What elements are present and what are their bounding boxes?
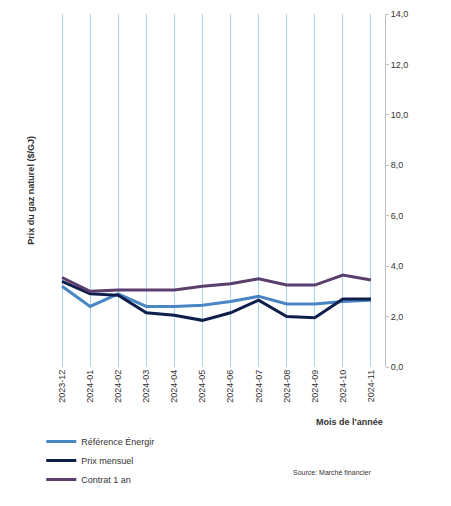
svg-text:6,0: 6,0 [391,211,404,221]
svg-text:2024-08: 2024-08 [282,370,292,403]
svg-text:2024-03: 2024-03 [141,370,151,403]
svg-text:10,0: 10,0 [391,110,409,120]
svg-text:2024-04: 2024-04 [169,370,179,403]
svg-text:Référence Énergir: Référence Énergir [81,437,154,447]
svg-text:0,0: 0,0 [391,362,404,372]
svg-text:12,0: 12,0 [391,60,409,70]
svg-text:2024-01: 2024-01 [85,370,95,403]
svg-text:2024-06: 2024-06 [225,370,235,403]
svg-text:8,0: 8,0 [391,160,404,170]
svg-text:4,0: 4,0 [391,261,404,271]
svg-text:14,0: 14,0 [391,9,409,19]
svg-text:2024-02: 2024-02 [113,370,123,403]
svg-text:Mois de l'année: Mois de l'année [316,417,383,427]
svg-text:Prix du gaz naturel ($/GJ): Prix du gaz naturel ($/GJ) [26,136,36,245]
svg-text:2023-12: 2023-12 [57,370,67,403]
svg-text:2024-11: 2024-11 [366,370,376,402]
svg-text:2024-10: 2024-10 [338,370,348,403]
svg-text:2024-09: 2024-09 [310,370,320,403]
svg-text:Prix mensuel: Prix mensuel [81,456,133,466]
svg-text:Contrat 1 an: Contrat 1 an [81,475,131,485]
svg-text:2,0: 2,0 [391,312,404,322]
svg-text:Source: Marché financier: Source: Marché financier [293,469,371,476]
svg-text:2024-07: 2024-07 [254,370,264,403]
svg-text:2024-05: 2024-05 [197,370,207,403]
